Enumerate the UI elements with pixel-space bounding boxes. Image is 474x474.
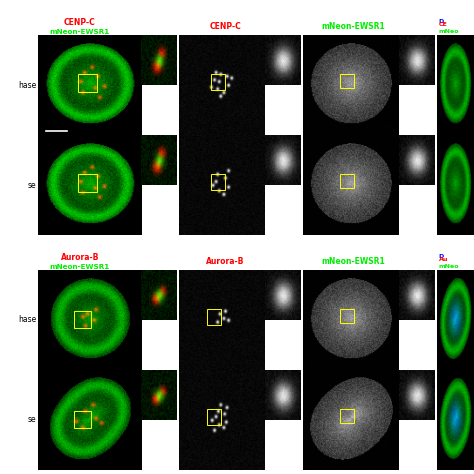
Text: mNeon-EWSR1: mNeon-EWSR1 <box>321 257 385 266</box>
Bar <box>210 173 225 190</box>
Bar <box>78 73 97 92</box>
Text: mNeon-EWSR1: mNeon-EWSR1 <box>50 264 110 271</box>
Text: Au: Au <box>439 257 448 262</box>
Text: mNeon-EWSR1: mNeon-EWSR1 <box>50 29 110 36</box>
Bar <box>340 409 354 423</box>
Text: CENP-C: CENP-C <box>64 18 96 27</box>
Text: hase: hase <box>18 316 36 325</box>
Text: CENP-C: CENP-C <box>210 22 241 31</box>
Bar <box>207 309 221 325</box>
Bar <box>74 311 91 328</box>
Bar <box>340 73 354 88</box>
Text: D: D <box>439 254 444 259</box>
Text: CE: CE <box>439 22 447 27</box>
Text: Aurora-B: Aurora-B <box>61 253 99 262</box>
Text: hase: hase <box>18 81 36 90</box>
Text: mNeo: mNeo <box>439 264 459 269</box>
Text: se: se <box>27 181 36 190</box>
Text: mNeon-EWSR1: mNeon-EWSR1 <box>321 22 385 31</box>
Bar <box>74 411 91 428</box>
Bar <box>340 173 354 188</box>
Text: Aurora-B: Aurora-B <box>206 257 245 266</box>
Bar <box>340 309 354 323</box>
Text: se: se <box>27 416 36 425</box>
Text: D: D <box>439 19 444 24</box>
Bar <box>78 173 97 192</box>
Bar <box>210 73 225 90</box>
Bar <box>207 409 221 425</box>
Text: mNeo: mNeo <box>439 29 459 34</box>
